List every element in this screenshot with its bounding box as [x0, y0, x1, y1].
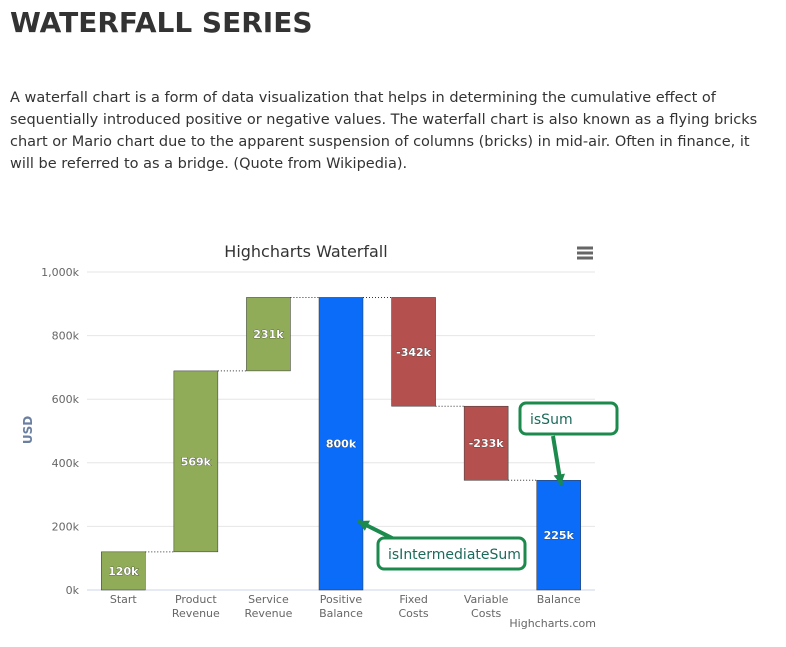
bar [101, 551, 146, 591]
y-tick-label: 1,000k [41, 266, 79, 279]
data-label: 569k [181, 455, 212, 468]
bar [536, 480, 581, 591]
annotation-box [376, 536, 527, 571]
annotation-arrowhead [553, 473, 565, 485]
y-axis-label: USD [21, 416, 35, 444]
annotation-arrowhead [358, 520, 370, 531]
x-tick-label: Balance [537, 593, 581, 606]
description: A waterfall chart is a form of data visu… [10, 90, 758, 172]
x-tick-label: Service Revenue [244, 593, 292, 620]
heading: WATERFALL SERIES [10, 6, 313, 39]
bar [391, 297, 436, 407]
x-tick-label: Positive Balance [319, 593, 363, 620]
bar [318, 297, 364, 591]
chart-title: Highcharts Waterfall [224, 242, 387, 261]
x-tick-label: Variable Costs [464, 593, 509, 620]
data-label: 800k [326, 438, 357, 451]
bar [463, 405, 509, 481]
x-tick-label: Product Revenue [172, 593, 220, 620]
y-tick-label: 0k [66, 584, 80, 597]
data-label: 225k [544, 529, 575, 542]
data-label: 231k [253, 328, 284, 341]
data-label: -233k [469, 437, 505, 450]
annotation-text: isIntermediateSum [388, 547, 521, 563]
data-label: -342k [396, 346, 432, 359]
y-tick-label: 200k [52, 520, 80, 533]
bar [246, 297, 291, 372]
annotation-box [518, 401, 619, 436]
y-tick-label: 400k [52, 457, 80, 470]
y-tick-label: 600k [52, 393, 80, 406]
data-label: 120k [108, 565, 139, 578]
menu-button[interactable] [577, 246, 593, 260]
x-tick-label: Start [110, 593, 138, 606]
y-tick-label: 800k [52, 330, 80, 343]
bar [173, 370, 219, 553]
annotation-text: isSum [530, 412, 573, 428]
credits: Highcharts.com [509, 617, 596, 630]
x-tick-label: Fixed Costs [398, 593, 428, 620]
